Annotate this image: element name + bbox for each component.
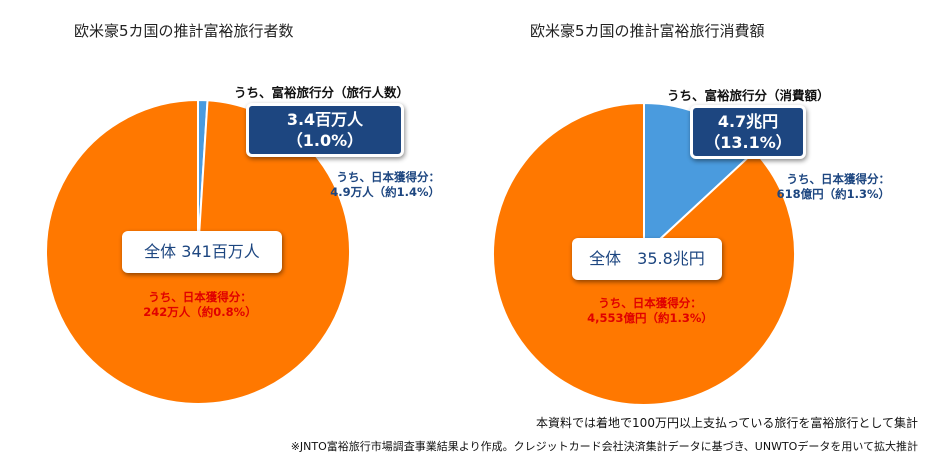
- wealthy-value-box-travelers: 3.4百万人 （1.0%）: [246, 103, 404, 157]
- total-japan-value: 242万人（約0.8%）: [143, 305, 257, 319]
- pie-slice-other: [492, 101, 796, 406]
- total-box-spending: 全体 35.8兆円: [572, 238, 722, 280]
- wealthy-value: 4.7兆円: [717, 112, 779, 131]
- wealthy-value: 3.4百万人: [286, 110, 364, 129]
- source-note: ※JNTO富裕旅行市場調査事業結果より作成。クレジットカード会社決済集計データに…: [290, 440, 918, 453]
- total-japan-label: うち、日本獲得分：: [148, 290, 252, 304]
- wealthy-header-travelers: うち、富裕旅行分（旅行人数）: [234, 85, 410, 100]
- wealthy-japan-spending: うち、日本獲得分： 618億円（約1.3%）: [730, 172, 890, 202]
- total-japan-travelers: うち、日本獲得分： 242万人（約0.8%）: [110, 290, 290, 320]
- wealthy-japan-travelers: うち、日本獲得分： 4.9万人（約1.4%）: [280, 170, 440, 200]
- wealthy-japan-label: うち、日本獲得分：: [336, 170, 441, 184]
- wealthy-pct: （13.1%）: [704, 133, 792, 152]
- total-japan-value: 4,553億円（約1.3%）: [587, 311, 713, 325]
- definition-note: 本資料では着地で100万円以上支払っている旅行を富裕旅行として集計: [536, 416, 918, 430]
- wealthy-value-box-spending: 4.7兆円 （13.1%）: [690, 105, 806, 159]
- wealthy-header-spending: うち、富裕旅行分（消費額）: [667, 88, 830, 103]
- wealthy-japan-label: うち、日本獲得分：: [786, 172, 891, 186]
- wealthy-pct: （1.0%）: [286, 131, 364, 150]
- wealthy-japan-value: 618億円（約1.3%）: [776, 187, 890, 201]
- chart-title-travelers: 欧米豪5カ国の推計富裕旅行者数: [74, 22, 294, 40]
- wealthy-japan-value: 4.9万人（約1.4%）: [330, 185, 440, 199]
- total-box-travelers: 全体 341百万人: [122, 231, 282, 273]
- chart-title-spending: 欧米豪5カ国の推計富裕旅行消費額: [530, 22, 765, 40]
- total-japan-spending: うち、日本獲得分： 4,553億円（約1.3%）: [560, 296, 740, 326]
- total-japan-label: うち、日本獲得分：: [598, 296, 702, 310]
